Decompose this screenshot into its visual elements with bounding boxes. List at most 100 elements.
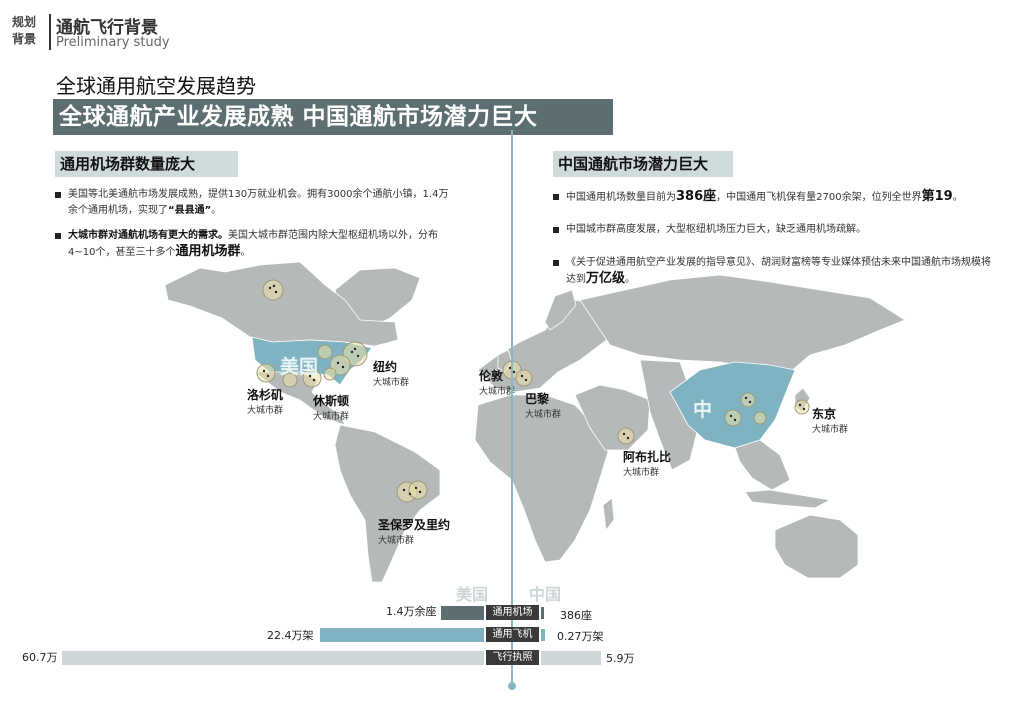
city-sub: 大城市群	[525, 410, 562, 420]
left-b1-text: 美国等北美通航市场发展成熟，提供130万就业机会。拥有3000余个通航小镇，1.…	[68, 189, 449, 216]
land-africa	[474, 394, 609, 563]
land-south-america	[334, 424, 441, 583]
row2-china-bar	[541, 629, 545, 641]
row3-china-bar	[541, 651, 601, 665]
cluster-abudhabi	[617, 427, 635, 445]
left-bullet-2: 大城市群对通航机场有更大的需求。美国大城市群范围内除大型枢纽机场以外，分布4~1…	[55, 228, 465, 261]
city-tokyo: 东京 大城市群	[812, 405, 848, 435]
row2-china-value: 0.27万架	[557, 630, 604, 643]
center-divider-end	[508, 682, 516, 690]
header-tag-line1: 规划	[12, 15, 37, 29]
city-name: 伦敦	[479, 369, 504, 383]
city-sub: 大城市群	[313, 412, 350, 422]
china-label: 中	[693, 399, 713, 421]
city-newyork: 纽约 大城市群	[373, 358, 409, 388]
city-houston: 休斯顿 大城市群	[313, 392, 349, 422]
city-sub: 大城市群	[479, 387, 516, 397]
left-b2-end: 。	[240, 247, 251, 258]
right-b5-end: 。	[625, 274, 636, 285]
cluster-la-2	[282, 372, 298, 388]
city-name: 休斯顿	[313, 394, 350, 408]
cluster-chicago	[317, 344, 333, 360]
right-b4-text: 中国城市群高度发展，大型枢纽机场压力巨大，缺乏通用机场疏解。	[566, 224, 866, 235]
row2-usa-value: 22.4万架	[267, 629, 314, 642]
header-subtitle: Preliminary study	[56, 35, 170, 50]
row2-usa-bar	[320, 628, 484, 642]
city-name: 东京	[812, 407, 837, 421]
cluster-houston-2	[323, 367, 337, 381]
right-b3-bold2: 第19	[921, 189, 953, 204]
header-separator	[49, 14, 51, 50]
cluster-saopaulo-2	[408, 480, 428, 500]
city-london: 伦敦 大城市群	[479, 367, 515, 397]
row3-usa-bar	[62, 651, 484, 665]
header-tag-line2: 背景	[12, 32, 37, 46]
city-clusters	[256, 279, 810, 503]
left-b2-text: 美国大城市群范围内除大型枢纽机场以外，分布4~10个，甚至三十多个	[68, 230, 438, 258]
row1-category: 通用机场	[486, 605, 539, 620]
right-b5-big: 万亿级	[586, 271, 626, 286]
row2-category: 通用飞机	[486, 627, 539, 642]
left-b2-bold: 大城市群对通航机场有更大的需求。	[68, 230, 228, 241]
land-australia	[774, 514, 859, 579]
right-bullet-1: 中国通用机场数量目前为386座，中国通用飞机保有量2700余架，位列全世界第19…	[553, 189, 993, 206]
city-sub: 大城市群	[378, 536, 415, 546]
row3-usa-value: 60.7万	[22, 651, 58, 664]
city-abudhabi: 阿布扎比 大城市群	[623, 448, 671, 478]
row1-usa-value: 1.4万余座	[386, 605, 437, 618]
row1-china-value: 386座	[560, 609, 592, 622]
city-name: 洛杉矶	[247, 388, 284, 402]
banner: 全球通航产业发展成熟 中国通航市场潜力巨大	[53, 99, 613, 135]
land-se-asia	[734, 439, 791, 491]
city-name: 阿布扎比	[623, 450, 672, 464]
city-sub: 大城市群	[623, 468, 660, 478]
city-name: 纽约	[373, 360, 398, 374]
compare-right-label: 中国	[529, 585, 562, 604]
city-losangeles: 洛杉矶 大城市群	[247, 386, 283, 416]
compare-left-label: 美国	[456, 585, 489, 604]
land-russia	[579, 274, 906, 373]
right-bullet-3: 《关于促进通用航空产业发展的指导意见》、胡润财富榜等专业媒体预估未来中国通航市场…	[553, 255, 993, 288]
land-madagascar	[602, 497, 615, 531]
right-b3-text: 中国通用机场数量目前为	[566, 192, 676, 203]
right-bullet-2: 中国城市群高度发展，大型枢纽机场压力巨大，缺乏通用机场疏解。	[553, 222, 993, 238]
cluster-dots	[262, 284, 806, 496]
right-b3-text2: ，中国通用飞机保有量2700余架，位列全世界	[716, 192, 922, 203]
header-title: 通航飞行背景	[56, 18, 158, 38]
row1-usa-bar	[441, 606, 484, 620]
row3-china-value: 5.9万	[606, 652, 635, 665]
right-heading: 中国通航市场潜力巨大	[553, 151, 733, 177]
row3-category: 飞行执照	[486, 650, 539, 665]
left-heading: 通用机场群数量庞大	[55, 151, 238, 177]
center-divider	[511, 130, 513, 686]
cluster-la	[256, 363, 276, 383]
left-b2-big: 通用机场群	[175, 244, 241, 259]
section-title: 全球通用航空发展趋势	[56, 74, 256, 98]
cluster-paris	[515, 369, 533, 387]
land-indonesia	[744, 489, 832, 509]
city-saopaulo: 圣保罗及里约 大城市群	[378, 516, 450, 546]
left-b1-bold: “县县通”	[168, 205, 212, 216]
right-b5-text: 《关于促进通用航空产业发展的指导意见》、胡润财富榜等专业媒体预估未来中国通航市场…	[566, 257, 991, 285]
city-sub: 大城市群	[373, 378, 410, 388]
land-canada	[164, 261, 399, 347]
cluster-tokyo	[794, 399, 810, 415]
usa-label: 美国	[280, 356, 319, 378]
right-b3-bold1: 386座	[676, 189, 717, 204]
row1-china-bar	[541, 607, 544, 619]
header-tag: 规划 背景	[12, 14, 46, 48]
land-china	[669, 361, 796, 449]
cluster-houston	[302, 368, 322, 388]
land-scandinavia	[544, 289, 577, 331]
city-name: 巴黎	[525, 392, 550, 406]
cluster-china-1	[724, 409, 742, 427]
right-b3-end: 。	[952, 192, 963, 203]
cluster-canada	[262, 279, 284, 301]
left-bullet-1: 美国等北美通航市场发展成熟，提供130万就业机会。拥有3000余个通航小镇，1.…	[55, 187, 455, 219]
city-sub: 大城市群	[247, 406, 284, 416]
city-name: 圣保罗及里约	[378, 518, 451, 532]
city-sub: 大城市群	[812, 425, 849, 435]
cluster-china-3	[753, 411, 767, 425]
city-paris: 巴黎 大城市群	[525, 390, 561, 420]
